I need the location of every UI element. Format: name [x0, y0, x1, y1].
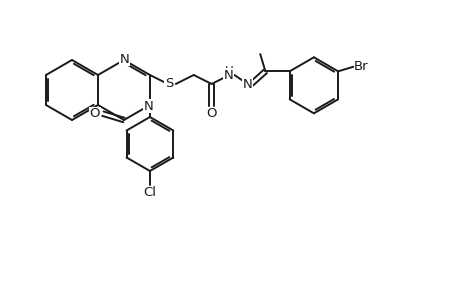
Text: Cl: Cl — [143, 187, 156, 200]
Text: Br: Br — [353, 60, 368, 73]
Text: N: N — [223, 68, 233, 82]
Text: N: N — [120, 52, 129, 65]
Text: N: N — [144, 100, 153, 112]
Text: H: H — [224, 64, 233, 77]
Text: S: S — [164, 77, 173, 90]
Text: O: O — [90, 107, 100, 120]
Text: N: N — [242, 78, 252, 92]
Text: O: O — [206, 107, 216, 120]
